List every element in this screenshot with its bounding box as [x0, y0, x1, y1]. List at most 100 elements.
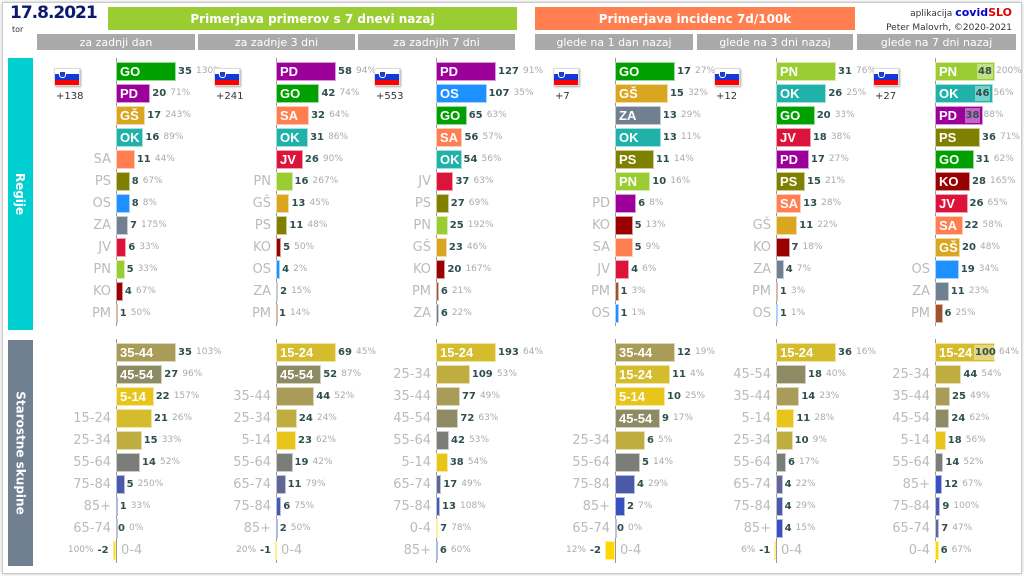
bar-value: 42 [321, 88, 336, 99]
bar-percent: 27% [828, 154, 849, 164]
bar-value: 27 [450, 198, 465, 209]
bar [935, 453, 944, 472]
bar-value: 6 [944, 308, 952, 319]
bar-label: PN [780, 64, 799, 79]
bar-label: SA [592, 240, 610, 255]
bar [276, 304, 278, 323]
bar-value: 7 [130, 220, 137, 231]
bar-value: 72 [460, 413, 475, 424]
bar [116, 409, 152, 428]
bar [116, 365, 163, 384]
bar-value: 6 [940, 545, 948, 556]
bar-label: 0-4 [409, 521, 431, 536]
bar [436, 431, 450, 450]
bar-value: 2 [280, 286, 288, 297]
bar [116, 62, 176, 81]
bar-value: 5 [634, 220, 642, 231]
bar-percent: 33% [139, 242, 160, 252]
bar-percent: 74% [339, 88, 360, 98]
bar-label: KO [412, 262, 431, 277]
bar-label: JV [939, 196, 955, 211]
bar [116, 260, 125, 279]
bar-label: PS [619, 152, 637, 167]
bar-label: 5-14 [241, 433, 271, 448]
slovenia-flag-icon [54, 68, 80, 86]
bar-percent: 58% [982, 220, 1003, 230]
bar-value: 4 [631, 264, 639, 275]
bar-percent: 44% [154, 154, 175, 164]
bar [776, 84, 827, 103]
bar-label: GŠ [939, 240, 958, 255]
weekday: tor [12, 25, 24, 34]
bar-label: 15-24 [619, 367, 653, 382]
bar-value: 44 [316, 391, 331, 402]
bar-value: 5 [126, 264, 134, 275]
bar-value: 1 [620, 286, 628, 297]
bar-label: GO [280, 86, 301, 101]
bar [935, 172, 970, 191]
bar-percent: 21% [451, 286, 472, 296]
bar-percent: 62% [993, 154, 1014, 164]
flag-delta: +553 [376, 91, 404, 102]
subheader-last-3-days: za zadnje 3 dni [198, 34, 355, 50]
bar [935, 541, 939, 560]
bar-value: 17 [677, 66, 691, 77]
bar-label: PS [94, 174, 111, 189]
bar-percent: 7% [638, 501, 653, 511]
bar-percent: 3% [631, 286, 646, 296]
bar [776, 343, 836, 362]
bar [436, 409, 459, 428]
bar-label: ZA [912, 284, 930, 299]
bar-label: GŠ [252, 196, 271, 211]
axis-line [276, 58, 277, 326]
bar-label: GŠ [752, 218, 771, 233]
bar-value: 11 [950, 286, 965, 297]
bar-percent: 96% [182, 369, 203, 379]
bar-percent: 71% [170, 88, 191, 98]
bar-label: OK [780, 86, 800, 101]
bar [935, 84, 993, 103]
date: 17.8.2021 [10, 3, 98, 23]
bar [112, 541, 116, 560]
bar [436, 260, 446, 279]
bar-percent: 130% [196, 66, 222, 76]
bar-label: SA [939, 218, 958, 233]
bar [116, 519, 118, 538]
bar-value: 11 [287, 479, 302, 490]
bar [436, 194, 449, 213]
bar-label: 85+ [582, 499, 610, 514]
bar-value: 4 [124, 286, 132, 297]
bar-percent: 75% [294, 501, 315, 511]
bar [436, 238, 447, 257]
bar-value: 38 [449, 457, 464, 468]
bar [615, 343, 675, 362]
bar-value: 10 [652, 176, 667, 187]
axis-line [116, 58, 117, 326]
bar [776, 62, 836, 81]
bar-label: 75-84 [572, 477, 610, 492]
bar [776, 216, 798, 235]
bar-percent: 16% [856, 347, 877, 357]
bar-value: 16 [145, 132, 160, 143]
bar-percent: 243% [165, 110, 191, 120]
bar-percent: 54% [981, 369, 1002, 379]
bar [436, 541, 438, 560]
flag-delta: +27 [875, 91, 897, 102]
bar-value: 5 [126, 479, 134, 490]
bar-label: PN [253, 174, 271, 189]
bar-percent: 52% [963, 457, 984, 467]
bar-label: 15-24 [939, 345, 973, 360]
bar [436, 84, 487, 103]
bar-value: 52 [323, 369, 338, 380]
bar-value: 56 [464, 132, 479, 143]
bar [935, 497, 941, 516]
bar-label: 5-14 [120, 389, 147, 404]
bar [436, 282, 439, 301]
bar-percent: 26% [172, 413, 193, 423]
bar-value: 13 [803, 198, 818, 209]
bar-label: 75-84 [233, 499, 271, 514]
bar-percent: 22% [451, 308, 472, 318]
bar-label: 0-4 [281, 543, 303, 558]
bar [276, 194, 290, 213]
bar-value: 0 [118, 523, 125, 534]
